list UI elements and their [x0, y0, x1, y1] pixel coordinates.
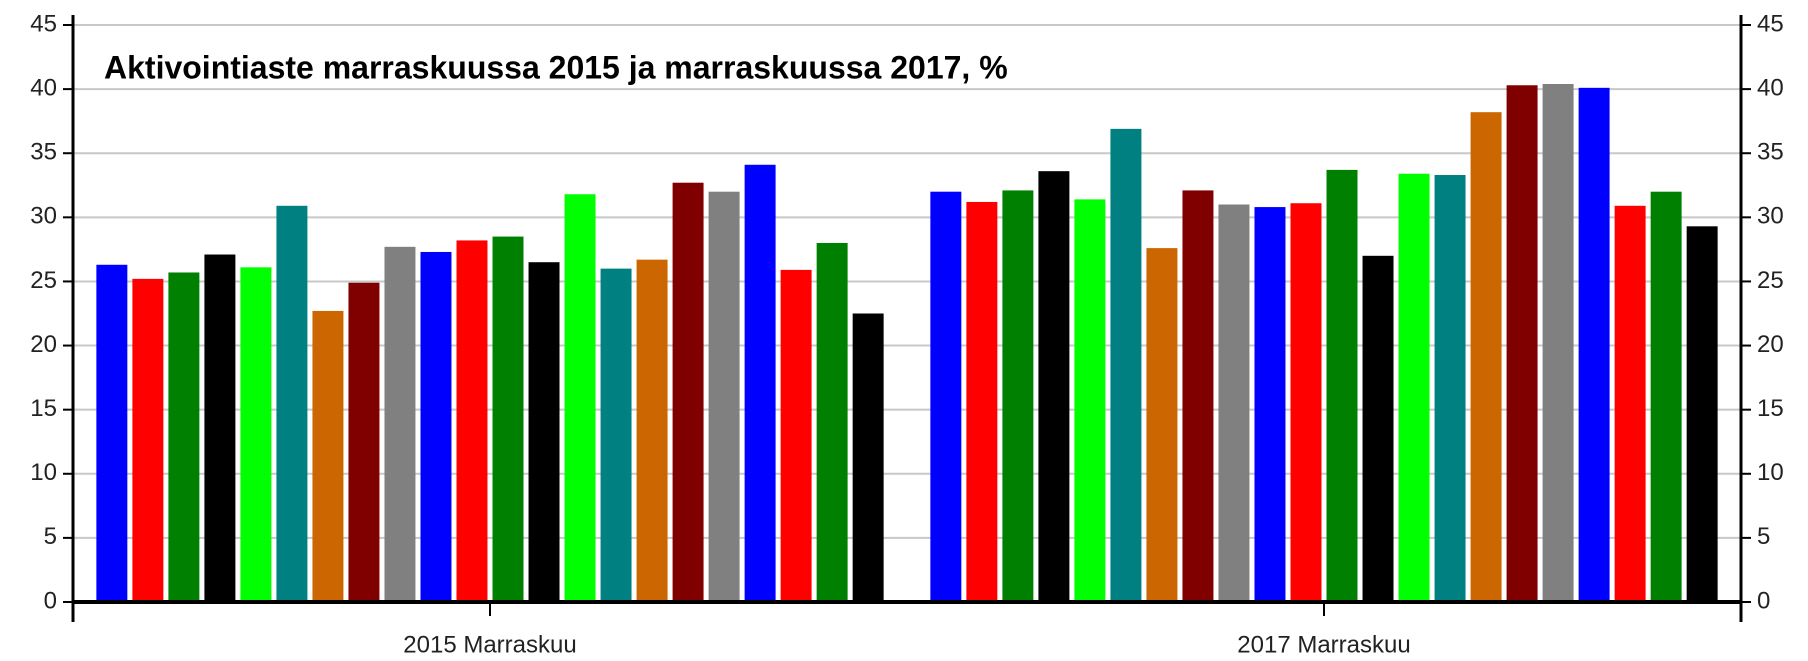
bar: [492, 236, 524, 603]
y-tick-label: 0: [44, 587, 57, 614]
y2-tick-label: 10: [1757, 459, 1784, 486]
bar: [930, 191, 962, 602]
bar: [1002, 190, 1034, 602]
bar: [1686, 226, 1718, 602]
bar: [420, 251, 452, 602]
bar: [96, 264, 128, 602]
x-tick-label: 2015 Marraskuu: [403, 631, 576, 658]
y2-tick-label: 35: [1757, 139, 1784, 166]
bar: [636, 259, 668, 602]
bar: [1362, 255, 1394, 603]
bar: [204, 254, 236, 603]
bar: [852, 313, 884, 602]
y-tick-label: 40: [30, 74, 57, 101]
bar: [312, 310, 344, 602]
y-tick-label: 15: [30, 395, 57, 422]
bar: [966, 201, 998, 603]
y2-tick-label: 25: [1757, 267, 1784, 294]
bar: [780, 269, 812, 602]
bar: [240, 267, 272, 602]
bar: [1110, 128, 1142, 603]
bar: [1254, 207, 1286, 602]
bar: [348, 282, 380, 602]
bar: [564, 194, 596, 602]
bar: [384, 246, 416, 602]
y-tick-label: 5: [44, 523, 57, 550]
y2-tick-label: 30: [1757, 203, 1784, 230]
x-tick-label: 2017 Marraskuu: [1237, 631, 1410, 658]
bar: [708, 191, 740, 602]
y-tick-label: 30: [30, 203, 57, 230]
bar: [456, 240, 488, 602]
bar: [1038, 171, 1070, 602]
y-tick-label: 25: [30, 267, 57, 294]
bar: [1578, 87, 1610, 603]
y2-tick-label: 20: [1757, 331, 1784, 358]
bar: [1506, 85, 1538, 602]
bar: [1218, 204, 1250, 602]
bar: [1326, 169, 1358, 602]
y2-tick-label: 0: [1757, 587, 1770, 614]
bar: [1074, 199, 1106, 603]
bar: [1542, 83, 1574, 602]
bar: [744, 164, 776, 603]
bar: [672, 182, 704, 603]
y-tick-label: 10: [30, 459, 57, 486]
bar: [1614, 205, 1646, 602]
chart-title: Aktivointiaste marraskuussa 2015 ja marr…: [104, 49, 1008, 85]
bar: [1650, 191, 1682, 602]
bar: [528, 262, 560, 602]
bar: [816, 242, 848, 602]
bar: [1434, 175, 1466, 602]
bar: [1182, 190, 1214, 602]
y-tick-label: 45: [30, 10, 57, 37]
bar: [276, 205, 308, 602]
y-tick-label: 35: [30, 139, 57, 166]
y-tick-label: 20: [30, 331, 57, 358]
y2-tick-label: 15: [1757, 395, 1784, 422]
y2-tick-label: 5: [1757, 523, 1770, 550]
bar: [168, 272, 200, 602]
y2-tick-label: 45: [1757, 10, 1784, 37]
bar: [1290, 203, 1322, 602]
bar: [1398, 173, 1430, 602]
bar: [1470, 112, 1502, 603]
bar: [1146, 248, 1178, 602]
y2-tick-label: 40: [1757, 74, 1784, 101]
bar: [132, 278, 164, 602]
bar: [600, 268, 632, 602]
